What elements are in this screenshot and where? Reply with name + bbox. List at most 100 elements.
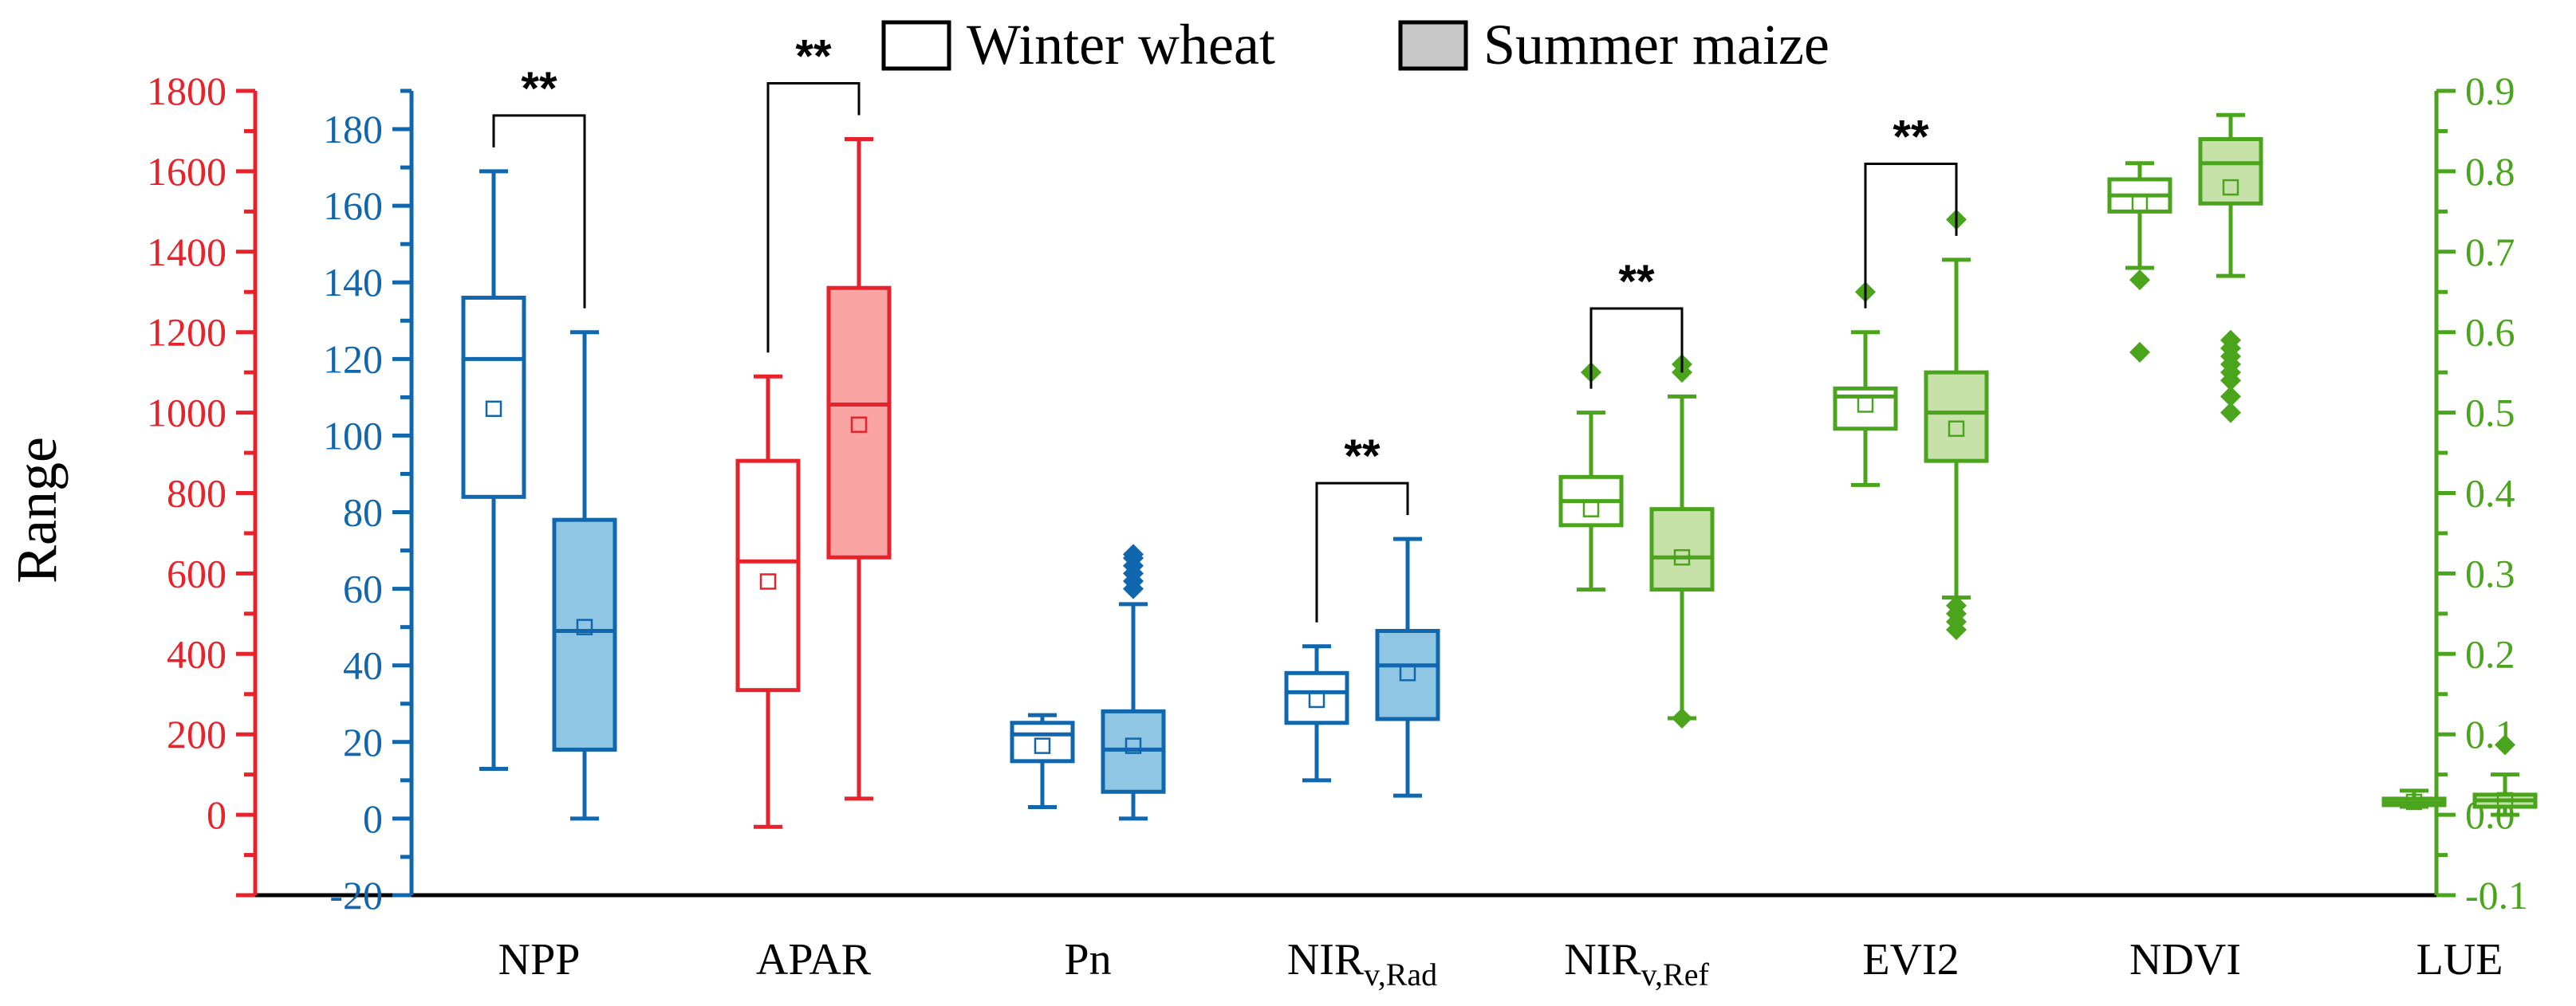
blue-axis-tick-label: 120 bbox=[323, 336, 383, 381]
category-label: LUE bbox=[2416, 935, 2503, 984]
green-axis-tick-label: -0.1 bbox=[2465, 873, 2528, 918]
box-iqr bbox=[1833, 386, 1898, 431]
box-mean-marker bbox=[1948, 420, 1965, 438]
y-axis-title: Range bbox=[5, 437, 69, 584]
box-mean-marker bbox=[576, 619, 593, 635]
significance-bracket bbox=[766, 82, 861, 353]
category-label: NPP bbox=[498, 935, 581, 984]
legend-label-winter-wheat: Winter wheat bbox=[967, 13, 1275, 77]
outlier-point bbox=[2129, 269, 2150, 291]
box-mean-marker bbox=[2222, 179, 2239, 196]
outlier-point bbox=[1123, 544, 1144, 565]
green-axis-tick-label: 0.7 bbox=[2465, 230, 2515, 274]
legend-swatch-summer-maize bbox=[1398, 20, 1468, 71]
blue-axis-tick-label: 180 bbox=[323, 107, 383, 151]
box-iqr bbox=[826, 285, 892, 560]
green-axis-tick-label: 0.4 bbox=[2465, 471, 2515, 516]
box-mean-marker bbox=[2496, 792, 2514, 809]
category-labels: NPP APAR Pn NIRv,Rad NIRv,Ref EVI2 NDVI LUE bbox=[498, 935, 2503, 992]
box-iqr bbox=[1375, 628, 1440, 721]
outlier-point bbox=[2220, 386, 2241, 407]
significance-markers: ** ** ** ** ** bbox=[492, 31, 1958, 623]
green-axis-tick-label: 0.8 bbox=[2465, 149, 2515, 194]
category-label: NIRv,Ref bbox=[1564, 935, 1709, 992]
category-label-main: LUE bbox=[2416, 935, 2503, 984]
red-axis-tick-label: 1200 bbox=[147, 310, 226, 355]
boxes bbox=[461, 112, 2538, 829]
box-mean-marker bbox=[1673, 548, 1691, 566]
outlier-point bbox=[2220, 402, 2241, 423]
significance-bracket bbox=[1589, 307, 1684, 389]
blue-axis-tick-label: 20 bbox=[343, 720, 383, 764]
box-mean-marker bbox=[850, 416, 868, 433]
box-mean-marker bbox=[1034, 737, 1051, 754]
category-label: NDVI bbox=[2129, 935, 2241, 984]
blue-axis-tick-label: 80 bbox=[343, 490, 383, 535]
red-axis-tick-label: 1000 bbox=[147, 391, 226, 435]
category-label-main: EVI2 bbox=[1862, 935, 1959, 984]
red-axis-tick-label: 200 bbox=[167, 712, 226, 756]
axes: 0 200 400 600 800 1000 1200 1400 1600 1800 -20 0 20 4… bbox=[147, 69, 2528, 918]
category-label-main: Pn bbox=[1064, 935, 1111, 984]
significance-label: ** bbox=[1344, 430, 1381, 482]
green-axis-tick-label: 0.2 bbox=[2465, 631, 2515, 676]
blue-axis-tick-label: -20 bbox=[329, 873, 383, 918]
box-mean-marker bbox=[2131, 195, 2149, 212]
category-label: Pn bbox=[1064, 935, 1111, 984]
green-axis-tick-label: 0.3 bbox=[2465, 551, 2515, 595]
significance-label: ** bbox=[521, 63, 557, 115]
blue-axis-tick-label: 100 bbox=[323, 413, 383, 458]
box-mean-marker bbox=[1125, 737, 1142, 754]
box-mean-marker bbox=[2405, 793, 2423, 811]
box-iqr bbox=[1649, 507, 1715, 592]
outlier-point bbox=[2129, 341, 2150, 363]
legend-label-summer-maize: Summer maize bbox=[1483, 13, 1830, 77]
significance-label: ** bbox=[1893, 111, 1929, 163]
legend-swatch-winter-wheat bbox=[881, 20, 951, 71]
box-mean-marker bbox=[485, 400, 502, 418]
significance-label: ** bbox=[1618, 256, 1655, 308]
box-iqr bbox=[2198, 137, 2263, 206]
red-axis-tick-label: 400 bbox=[167, 631, 226, 676]
outlier-point bbox=[2220, 329, 2241, 351]
blue-axis-tick-label: 160 bbox=[323, 183, 383, 228]
significance-label: ** bbox=[795, 31, 832, 83]
blue-axis-tick-label: 140 bbox=[323, 260, 383, 305]
green-axis-tick-label: 0.6 bbox=[2465, 310, 2515, 355]
box-mean-marker bbox=[1308, 691, 1325, 709]
red-axis-tick-label: 1800 bbox=[147, 69, 226, 113]
blue-axis-tick-label: 40 bbox=[343, 643, 383, 688]
red-axis-tick-label: 600 bbox=[167, 551, 226, 595]
category-label: EVI2 bbox=[1862, 935, 1959, 984]
box-iqr bbox=[1010, 721, 1075, 764]
legend: Winter wheat Summer maize bbox=[881, 13, 1830, 77]
box-iqr bbox=[461, 295, 526, 499]
box-iqr bbox=[1924, 370, 1989, 463]
significance-bracket bbox=[1864, 162, 1958, 308]
blue-axis-tick-label: 0 bbox=[363, 796, 383, 841]
box-iqr bbox=[735, 458, 801, 693]
category-label-main: NIR bbox=[1287, 935, 1365, 984]
category-label-subscript: v,Ref bbox=[1641, 957, 1710, 992]
category-label-main: NIR bbox=[1564, 935, 1641, 984]
green-axis-tick-label: 0.5 bbox=[2465, 391, 2515, 435]
red-axis-tick-label: 800 bbox=[167, 471, 226, 516]
red-axis-tick-label: 1600 bbox=[147, 149, 226, 194]
significance-bracket bbox=[1315, 481, 1409, 623]
blue-axis-tick-label: 60 bbox=[343, 567, 383, 611]
category-label-main: APAR bbox=[756, 935, 872, 984]
category-label-main: NDVI bbox=[2129, 935, 2241, 984]
red-axis-tick-label: 0 bbox=[207, 792, 226, 837]
box-mean-marker bbox=[1857, 396, 1874, 413]
outlier-point bbox=[2495, 734, 2515, 756]
box-iqr bbox=[1284, 670, 1349, 725]
green-axis-tick-label: 0.9 bbox=[2465, 69, 2515, 113]
box-mean-marker bbox=[759, 573, 777, 590]
category-label-main: NPP bbox=[498, 935, 581, 984]
category-label-subscript: v,Rad bbox=[1364, 957, 1437, 992]
red-axis-tick-label: 1400 bbox=[147, 230, 226, 274]
box-mean-marker bbox=[1582, 501, 1600, 517]
category-label: APAR bbox=[756, 935, 872, 984]
significance-bracket bbox=[492, 114, 586, 308]
